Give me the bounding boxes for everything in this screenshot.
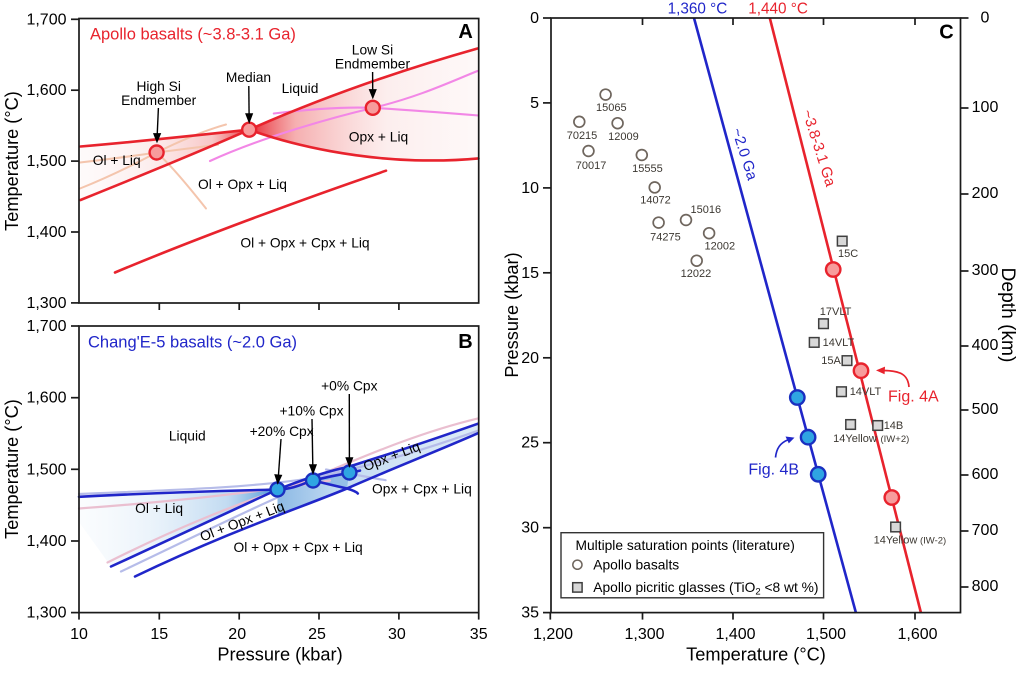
- svg-text:Opx + Liq: Opx + Liq: [349, 130, 408, 145]
- svg-text:1,360 °C: 1,360 °C: [668, 1, 728, 18]
- svg-text:1,700: 1,700: [26, 11, 66, 28]
- svg-text:15: 15: [521, 265, 539, 282]
- svg-text:15: 15: [150, 626, 168, 643]
- svg-text:20: 20: [228, 626, 246, 643]
- svg-text:Temperature (°C): Temperature (°C): [686, 645, 826, 665]
- svg-text:1,700: 1,700: [26, 318, 66, 335]
- svg-text:1,500: 1,500: [26, 153, 66, 170]
- svg-text:C: C: [939, 21, 953, 43]
- svg-text:Ol + Opx + Cpx + Liq: Ol + Opx + Cpx + Liq: [233, 540, 362, 555]
- svg-text:Ol + Liq: Ol + Liq: [135, 501, 183, 516]
- svg-text:800: 800: [972, 578, 999, 595]
- svg-text:0: 0: [530, 10, 539, 27]
- svg-text:Ol + Liq: Ol + Liq: [93, 153, 141, 168]
- svg-text:300: 300: [972, 262, 999, 279]
- svg-text:100: 100: [972, 99, 999, 116]
- svg-text:1,400: 1,400: [26, 224, 66, 241]
- svg-text:700: 700: [972, 522, 999, 539]
- svg-text:Low Si: Low Si: [352, 43, 393, 58]
- svg-text:500: 500: [972, 401, 999, 418]
- svg-text:1,600: 1,600: [26, 390, 66, 407]
- svg-text:35: 35: [470, 626, 488, 643]
- svg-text:1,400: 1,400: [26, 533, 66, 550]
- svg-text:35: 35: [521, 605, 539, 622]
- svg-text:Median: Median: [226, 70, 271, 85]
- svg-text:+20% Cpx: +20% Cpx: [250, 424, 314, 439]
- svg-text:1,200: 1,200: [533, 626, 573, 643]
- svg-text:Ol + Opx + Cpx + Liq: Ol + Opx + Cpx + Liq: [240, 236, 369, 251]
- svg-text:200: 200: [972, 185, 999, 202]
- svg-text:Temperature (°C): Temperature (°C): [2, 399, 22, 539]
- svg-text:Endmember: Endmember: [335, 57, 411, 72]
- svg-text:0: 0: [981, 9, 990, 26]
- svg-text:1,300: 1,300: [26, 295, 66, 312]
- svg-text:Depth (km): Depth (km): [997, 268, 1018, 363]
- svg-text:Ol + Opx + Liq: Ol + Opx + Liq: [198, 177, 287, 192]
- svg-text:B: B: [458, 331, 472, 353]
- svg-text:1,400: 1,400: [715, 626, 755, 643]
- svg-text:Opx + Cpx + Liq: Opx + Cpx + Liq: [372, 482, 472, 497]
- svg-text:Pressure (kbar): Pressure (kbar): [502, 252, 522, 377]
- svg-text:1,300: 1,300: [624, 626, 664, 643]
- svg-text:30: 30: [521, 520, 539, 537]
- svg-text:+0% Cpx: +0% Cpx: [321, 379, 377, 394]
- svg-text:1,440 °C: 1,440 °C: [748, 1, 808, 18]
- svg-text:20: 20: [521, 350, 539, 367]
- svg-text:30: 30: [388, 626, 406, 643]
- svg-text:Liquid: Liquid: [169, 429, 206, 444]
- svg-text:600: 600: [972, 466, 999, 483]
- svg-text:10: 10: [521, 180, 539, 197]
- svg-text:1,300: 1,300: [26, 605, 66, 622]
- svg-text:25: 25: [521, 435, 539, 452]
- svg-text:Pressure (kbar): Pressure (kbar): [217, 645, 342, 665]
- svg-text:High Si: High Si: [136, 79, 180, 94]
- svg-text:Liquid: Liquid: [282, 81, 319, 96]
- svg-text:1,600: 1,600: [26, 82, 66, 99]
- svg-text:A: A: [458, 21, 472, 43]
- svg-text:+10% Cpx: +10% Cpx: [279, 404, 343, 419]
- svg-text:Endmember: Endmember: [121, 93, 197, 108]
- svg-text:1,500: 1,500: [806, 626, 846, 643]
- svg-text:1,500: 1,500: [26, 461, 66, 478]
- svg-text:Chang'E-5 basalts (~2.0 Ga): Chang'E-5 basalts (~2.0 Ga): [88, 334, 297, 352]
- svg-text:5: 5: [530, 95, 539, 112]
- svg-text:Temperature (°C): Temperature (°C): [2, 91, 22, 231]
- svg-text:10: 10: [70, 626, 88, 643]
- svg-text:25: 25: [308, 626, 326, 643]
- svg-text:Apollo basalts (~3.8-3.1 Ga): Apollo basalts (~3.8-3.1 Ga): [90, 26, 296, 44]
- svg-text:1,600: 1,600: [897, 626, 937, 643]
- svg-text:400: 400: [972, 337, 999, 354]
